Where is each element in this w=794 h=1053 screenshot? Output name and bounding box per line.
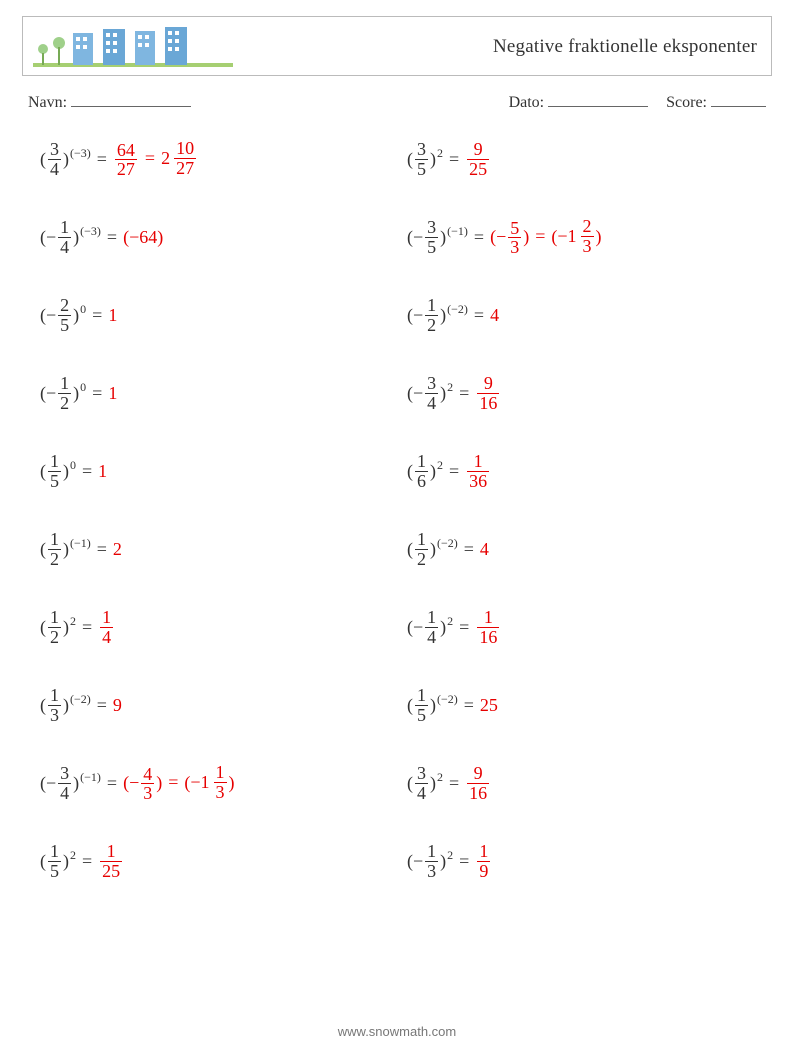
problem-2: (35)2=925 xyxy=(407,136,764,182)
problems-grid: (34)(−3)=6427=21027(35)2=925(−14)(−3)=(−… xyxy=(40,136,764,884)
date-blank xyxy=(548,90,648,107)
score-label: Score: xyxy=(666,94,707,111)
problem-17: (−34)(−1)=(−43)=(−113) xyxy=(40,760,397,806)
problem-15: (13)(−2)=9 xyxy=(40,682,397,728)
date-label: Dato: xyxy=(509,94,545,111)
meta-row: Navn: Dato: Score: xyxy=(28,90,766,112)
worksheet-title: Negative fraktionelle eksponenter xyxy=(493,36,757,58)
footer-url: www.snowmath.com xyxy=(0,1024,794,1039)
problem-18: (34)2=916 xyxy=(407,760,764,806)
problem-11: (12)(−1)=2 xyxy=(40,526,397,572)
problem-10: (16)2=136 xyxy=(407,448,764,494)
problem-13: (12)2=14 xyxy=(40,604,397,650)
problem-5: (−25)0=1 xyxy=(40,292,397,338)
problem-7: (−12)0=1 xyxy=(40,370,397,416)
problem-1: (34)(−3)=6427=21027 xyxy=(40,136,397,182)
problem-19: (15)2=125 xyxy=(40,838,397,884)
score-blank xyxy=(711,90,766,107)
problem-12: (12)(−2)=4 xyxy=(407,526,764,572)
building-icon xyxy=(33,25,233,69)
name-blank xyxy=(71,90,191,107)
problem-20: (−13)2=19 xyxy=(407,838,764,884)
problem-3: (−14)(−3)=(−64) xyxy=(40,214,397,260)
problem-6: (−12)(−2)=4 xyxy=(407,292,764,338)
problem-4: (−35)(−1)=(−53)=(−123) xyxy=(407,214,764,260)
header-box: Negative fraktionelle eksponenter xyxy=(22,16,772,76)
problem-8: (−34)2=916 xyxy=(407,370,764,416)
problem-14: (−14)2=116 xyxy=(407,604,764,650)
logo-buildings xyxy=(33,25,233,69)
problem-9: (15)0=1 xyxy=(40,448,397,494)
name-label: Navn: xyxy=(28,94,67,111)
problem-16: (15)(−2)=25 xyxy=(407,682,764,728)
